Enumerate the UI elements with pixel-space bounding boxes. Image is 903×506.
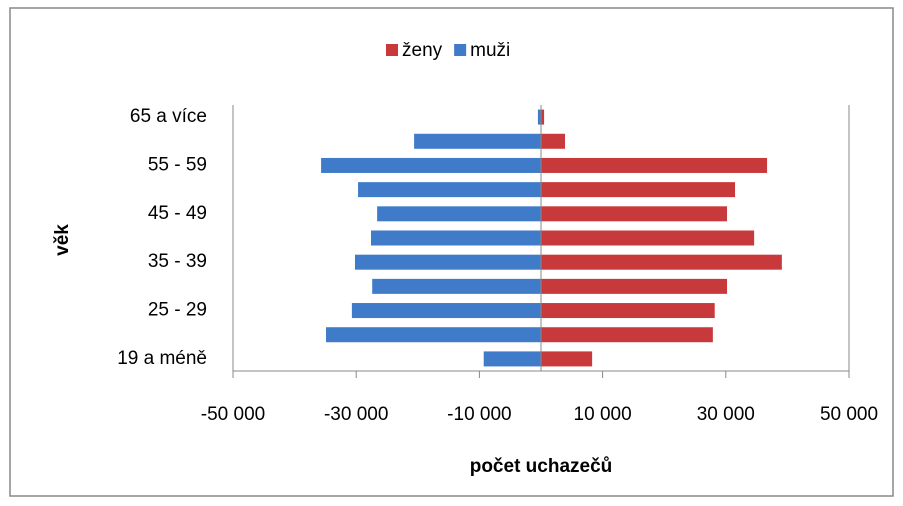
y-tick-label: 19 a méně	[117, 348, 207, 369]
bar	[541, 230, 755, 246]
bar	[414, 133, 541, 149]
bar	[372, 278, 541, 294]
bar	[541, 327, 713, 343]
bar	[483, 351, 541, 367]
y-tick-label: 55 - 59	[148, 154, 207, 175]
x-tick-label: 10 000	[574, 404, 632, 425]
bar	[370, 230, 541, 246]
x-tick-label: -30 000	[324, 404, 388, 425]
legend-label: ženy	[402, 40, 443, 61]
bar	[541, 278, 728, 294]
x-tick-label: 30 000	[697, 404, 755, 425]
bar	[541, 351, 593, 367]
bar	[321, 157, 541, 173]
bar	[537, 109, 541, 125]
bar	[541, 157, 768, 173]
x-tick-label: 50 000	[820, 404, 878, 425]
x-axis-label: počet uchazečů	[470, 456, 613, 477]
chart-frame	[9, 7, 894, 497]
bar	[541, 133, 566, 149]
bar	[358, 182, 541, 198]
x-tick-label: -10 000	[447, 404, 511, 425]
x-tick-label: -50 000	[201, 404, 265, 425]
bar	[541, 206, 728, 222]
bar	[354, 254, 541, 270]
bar	[541, 182, 736, 198]
bar	[541, 254, 782, 270]
y-tick-label: 45 - 49	[148, 203, 207, 224]
legend-label: muži	[470, 40, 510, 61]
y-tick-label: 25 - 29	[148, 300, 207, 321]
legend-swatch	[454, 44, 467, 56]
y-tick-label: 35 - 39	[148, 251, 207, 272]
y-tick-label: 65 a více	[130, 106, 207, 127]
bar	[377, 206, 541, 222]
legend-swatch	[386, 44, 398, 56]
bar	[541, 109, 545, 125]
bar	[351, 303, 541, 319]
bar	[541, 303, 715, 319]
y-axis-label: věk	[52, 224, 73, 256]
bar	[326, 327, 541, 343]
